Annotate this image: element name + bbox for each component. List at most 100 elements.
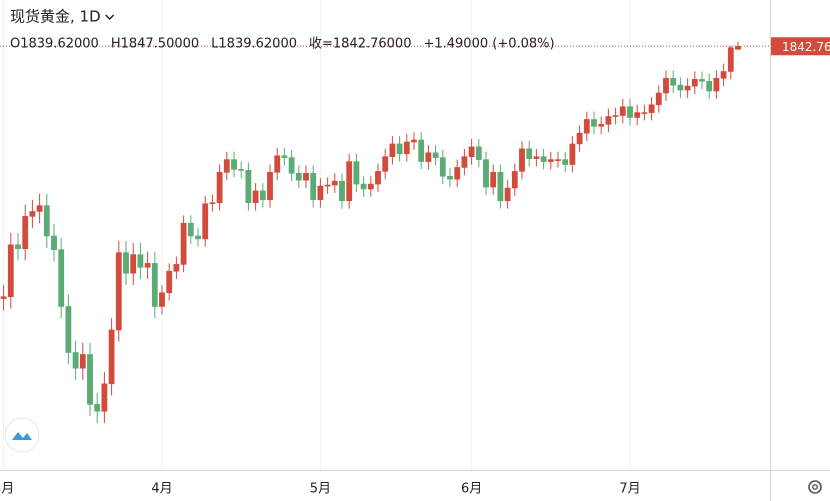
candle-body — [72, 352, 79, 369]
x-tick-label: 7月 — [619, 482, 640, 497]
gear-hub — [812, 484, 818, 490]
candle-body — [519, 148, 525, 172]
candle-body — [439, 157, 446, 177]
candle-body — [245, 170, 252, 203]
candle-body — [151, 263, 158, 307]
candle-body — [159, 292, 165, 307]
candle-body — [497, 172, 504, 202]
candle-body — [403, 141, 410, 155]
candle-body — [339, 180, 345, 202]
candle-body — [216, 172, 223, 203]
candle-body — [720, 71, 727, 79]
candle-body — [677, 84, 684, 91]
candle-body — [0, 296, 7, 299]
candle-body — [562, 159, 569, 165]
logo-circle — [4, 417, 40, 453]
overlay: 1842.76 — [0, 37, 830, 56]
x-tick-label: 6月 — [461, 482, 482, 497]
candle-body — [396, 143, 403, 155]
candle-body — [468, 146, 475, 157]
candle-body — [36, 205, 43, 212]
candle-body — [648, 104, 655, 113]
candle-body — [346, 161, 353, 202]
candle-body — [367, 183, 374, 190]
candle-body — [94, 404, 101, 412]
grid — [3, 0, 631, 470]
candle-body — [411, 139, 417, 143]
candle-body — [310, 173, 317, 201]
candle-body — [15, 244, 21, 250]
candle-body — [29, 211, 36, 217]
ohlc-value: 收=1842.76000 — [309, 37, 411, 52]
candle-body — [706, 80, 713, 92]
candle-body — [202, 203, 209, 240]
candle-body — [180, 222, 187, 265]
candle-body — [713, 78, 720, 92]
candle-body — [555, 159, 561, 161]
candle-body — [295, 173, 302, 181]
candle-body — [173, 264, 180, 272]
candle-body — [389, 143, 396, 157]
candle-body — [425, 152, 432, 162]
candle-body — [317, 185, 324, 201]
settings-icon[interactable] — [808, 480, 822, 494]
candle-body — [684, 85, 691, 91]
logo[interactable] — [4, 417, 40, 453]
candle-body — [598, 124, 605, 127]
chart-title: 现货黄金, 1D — [10, 8, 101, 26]
candle-body — [627, 106, 633, 118]
candle-body — [65, 306, 72, 353]
candle-body — [490, 172, 497, 188]
ohlc-value: H1847.50000 — [111, 37, 199, 52]
candle-body — [43, 205, 50, 237]
candle-body — [375, 171, 381, 185]
candle-body — [576, 132, 583, 145]
candle-body — [663, 78, 669, 94]
logo-mark — [12, 432, 32, 440]
candle-body — [605, 116, 612, 125]
candle-body — [195, 235, 201, 240]
candle-body — [475, 146, 482, 160]
candle-body — [144, 263, 151, 268]
candle-body — [108, 329, 115, 385]
candle-body — [267, 172, 273, 201]
candle-body — [166, 270, 173, 294]
candle-body — [223, 159, 230, 173]
candle-body — [123, 252, 129, 274]
ohlc-value: O1839.62000 — [10, 37, 99, 52]
candle-body — [303, 173, 309, 181]
candle-body — [699, 79, 705, 82]
candle-body — [331, 180, 338, 186]
candle-body — [137, 254, 144, 268]
candle-body — [382, 156, 389, 172]
candle-body — [130, 254, 137, 274]
candle-body — [540, 156, 547, 162]
ohlc-value: L1839.62000 — [211, 37, 297, 52]
candle-body — [101, 383, 108, 412]
candle-body — [259, 190, 266, 201]
candle-body — [612, 115, 619, 117]
ohlc-value: +1.49000 (+0.08%) — [423, 37, 554, 52]
candle-body — [569, 143, 576, 165]
candle-body — [547, 159, 554, 162]
candle-body — [58, 249, 65, 307]
candle-body — [281, 155, 288, 158]
x-tick-label: 5月 — [310, 482, 331, 497]
candle-body — [454, 167, 461, 180]
candle-body — [511, 171, 518, 189]
candle-body — [432, 152, 439, 158]
candle-body — [353, 161, 360, 185]
candle-body — [324, 184, 331, 187]
candle-body — [655, 92, 662, 106]
candle-body — [461, 156, 468, 168]
dropdown-icon[interactable] — [105, 14, 115, 21]
x-tick-label: 4月 — [151, 482, 172, 497]
candle-body — [209, 202, 216, 204]
candle-body — [252, 190, 259, 203]
candle-body — [418, 139, 425, 162]
candle-body — [360, 183, 367, 190]
candle-body — [87, 354, 93, 405]
candle-body — [231, 159, 237, 170]
candle-body — [7, 244, 14, 297]
